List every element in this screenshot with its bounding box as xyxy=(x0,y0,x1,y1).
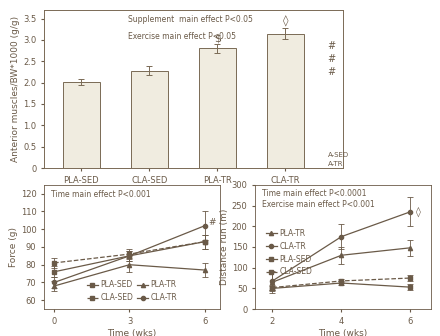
Bar xyxy=(199,48,236,168)
Text: Time main effect P<0.0001: Time main effect P<0.0001 xyxy=(262,188,367,198)
Text: Supplement  main effect P<0.05: Supplement main effect P<0.05 xyxy=(128,15,253,24)
Text: #: # xyxy=(327,67,336,77)
Legend: PLA-TR, CLA-TR, PLA-SED, CLA-SED: PLA-TR, CLA-TR, PLA-SED, CLA-SED xyxy=(263,226,315,280)
Text: #: # xyxy=(209,218,216,226)
X-axis label: Time (wks): Time (wks) xyxy=(107,329,157,336)
Text: Exercise main effect P<0.05: Exercise main effect P<0.05 xyxy=(128,32,236,41)
Legend: PLA-SED, CLA-SED, PLA-TR, CLA-TR: PLA-SED, CLA-SED, PLA-TR, CLA-TR xyxy=(84,278,180,305)
Text: Exercise main effect P<0.001: Exercise main effect P<0.001 xyxy=(262,200,375,209)
X-axis label: Time (wks): Time (wks) xyxy=(319,329,368,336)
Text: #: # xyxy=(327,41,336,51)
Y-axis label: Distance run (m): Distance run (m) xyxy=(220,209,229,285)
Text: ◊: ◊ xyxy=(282,16,288,27)
Text: A-SED: A-SED xyxy=(327,152,348,158)
Y-axis label: Force (g): Force (g) xyxy=(9,227,18,267)
Y-axis label: Anterior muscles/BW*1000 (g/g): Anterior muscles/BW*1000 (g/g) xyxy=(11,16,20,162)
Bar xyxy=(62,82,100,168)
Text: #: # xyxy=(327,54,336,64)
Text: Time main effect P<0.001: Time main effect P<0.001 xyxy=(51,190,150,199)
Bar xyxy=(131,71,168,168)
Text: ◊: ◊ xyxy=(416,207,421,217)
Text: A-TR: A-TR xyxy=(327,161,343,167)
Text: $: $ xyxy=(214,33,221,43)
Bar xyxy=(267,34,304,168)
